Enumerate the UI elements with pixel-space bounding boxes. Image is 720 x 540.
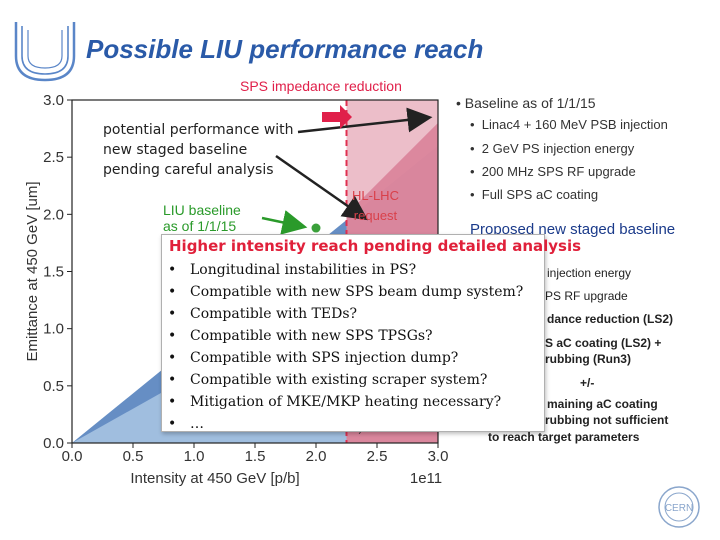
popup-list: • Longitudinal instabilities in PS? • Comp… [168, 259, 523, 435]
slide-title: Possible LIU performance reach [86, 34, 484, 64]
baseline-item-1: • Linac4 + 160 MeV PSB injection [470, 117, 668, 132]
popup-item: • Mitigation of MKE/MKP heating necessary… [168, 394, 502, 410]
baseline-heading: • Baseline as of 1/1/15 [456, 95, 596, 111]
baseline-item-4: • Full SPS aC coating [470, 187, 599, 202]
baseline-item-3: • 200 MHz SPS RF upgrade [470, 164, 636, 179]
y-tick-label: 2.5 [43, 149, 64, 166]
popup-item: • Compatible with new SPS TPSGs? [168, 328, 433, 344]
svg-text:CERN: CERN [665, 503, 693, 514]
y-tick-label: 2.0 [43, 206, 64, 223]
popup-item: • Compatible with TEDs? [168, 306, 358, 322]
proposed-line-7: maining aC coating [547, 397, 658, 411]
x-tick-label: 2.0 [306, 448, 327, 465]
x-tick-label: 2.5 [367, 448, 388, 465]
proposed-line-5: rubbing (Run3) [545, 352, 631, 366]
analysis-popup: Higher intensity reach pending detailed … [161, 234, 581, 435]
proposed-baseline-heading: Proposed new staged baseline [470, 221, 676, 238]
proposed-line-2: PS RF upgrade [545, 289, 628, 303]
y-tick-label: 3.0 [43, 92, 64, 109]
proposed-line-3: dance reduction (LS2) [547, 312, 674, 326]
proposed-line-9: to reach target parameters [488, 430, 640, 444]
popup-title: Higher intensity reach pending detailed … [169, 237, 582, 255]
y-axis-label: Emittance at 450 GeV [um] [24, 181, 41, 361]
proposed-line-4: S aC coating (LS2) + [545, 336, 662, 350]
hl-lhc-request-label: HL-LHC request [352, 188, 399, 223]
y-tick-label: 0.5 [43, 378, 64, 395]
x-tick-label: 0.0 [62, 448, 83, 465]
potential-performance-label: potential performance with new staged ba… [103, 122, 294, 178]
proposed-line-8: rubbing not sufficient [545, 413, 669, 427]
x-exponent-label: 1e11 [410, 470, 442, 487]
x-tick-label: 3.0 [428, 448, 449, 465]
popup-item: • Compatible with existing scraper system… [168, 372, 488, 388]
popup-item: • Compatible with new SPS beam dump syste… [168, 284, 524, 300]
proposed-line-6: +/- [580, 376, 595, 390]
proposed-line-1: injection energy [547, 266, 632, 280]
popup-item: • Compatible with SPS injection dump? [168, 350, 459, 366]
x-tick-label: 0.5 [123, 448, 144, 465]
liu-baseline-label: LIU baseline as of 1/1/15 [163, 202, 241, 234]
sps-impedance-label: SPS impedance reduction [240, 78, 402, 94]
university-logo-icon [14, 22, 76, 82]
popup-item: • Longitudinal instabilities in PS? [168, 262, 417, 278]
y-tick-label: 1.0 [43, 321, 64, 338]
cern-logo-icon: CERN [658, 486, 700, 528]
x-tick-label: 1.5 [245, 448, 266, 465]
bullet: • [456, 95, 465, 111]
popup-item: •… [168, 416, 204, 432]
y-tick-label: 1.5 [43, 264, 64, 281]
y-tick-label: 0.0 [43, 435, 64, 452]
x-axis-label: Intensity at 450 GeV [p/b] [130, 470, 299, 487]
marker-liu-baseline [310, 222, 322, 234]
x-tick-label: 1.0 [184, 448, 205, 465]
baseline-item-2: • 2 GeV PS injection energy [470, 141, 635, 156]
